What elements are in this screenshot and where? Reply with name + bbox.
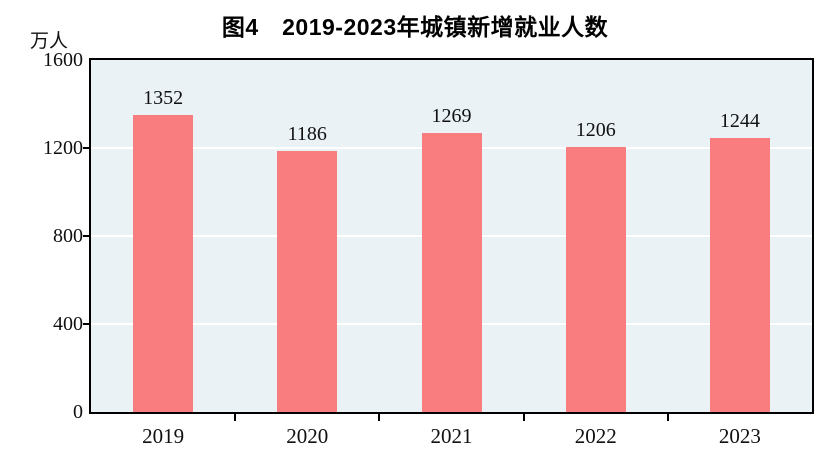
x-tick: [234, 414, 237, 421]
y-tick-label: 1200: [43, 137, 83, 159]
bar-value-label: 1206: [575, 118, 616, 141]
y-tick-label: 1600: [43, 49, 83, 71]
x-tick: [522, 414, 525, 421]
y-tick-label: 800: [53, 225, 83, 247]
y-tick-label: 400: [53, 313, 83, 335]
bar-value-label: 1269: [431, 104, 472, 127]
bar-value-label: 1244: [719, 110, 760, 133]
y-axis-unit-label: 万人: [30, 31, 69, 52]
bar: [565, 146, 626, 412]
x-tick-label: 2022: [574, 424, 617, 448]
x-tick-label: 2019: [142, 424, 185, 448]
x-tick-label: 2021: [430, 424, 473, 448]
bar: [277, 151, 338, 412]
y-tick: [83, 235, 91, 237]
y-tick-label: 0: [73, 401, 83, 423]
bar: [133, 114, 194, 412]
y-tick: [83, 323, 91, 325]
x-tick-label: 2023: [718, 424, 761, 448]
bar: [421, 132, 482, 412]
bar-value-label: 1186: [287, 123, 327, 146]
bar-value-label: 1352: [143, 86, 184, 109]
chart-title: 图4 2019-2023年城镇新增就业人数: [221, 14, 609, 40]
plot-area: [89, 58, 814, 414]
bar: [709, 138, 770, 412]
x-tick: [666, 414, 669, 421]
x-tick: [378, 414, 381, 421]
x-tick-label: 2020: [286, 424, 329, 448]
y-tick: [83, 147, 91, 149]
